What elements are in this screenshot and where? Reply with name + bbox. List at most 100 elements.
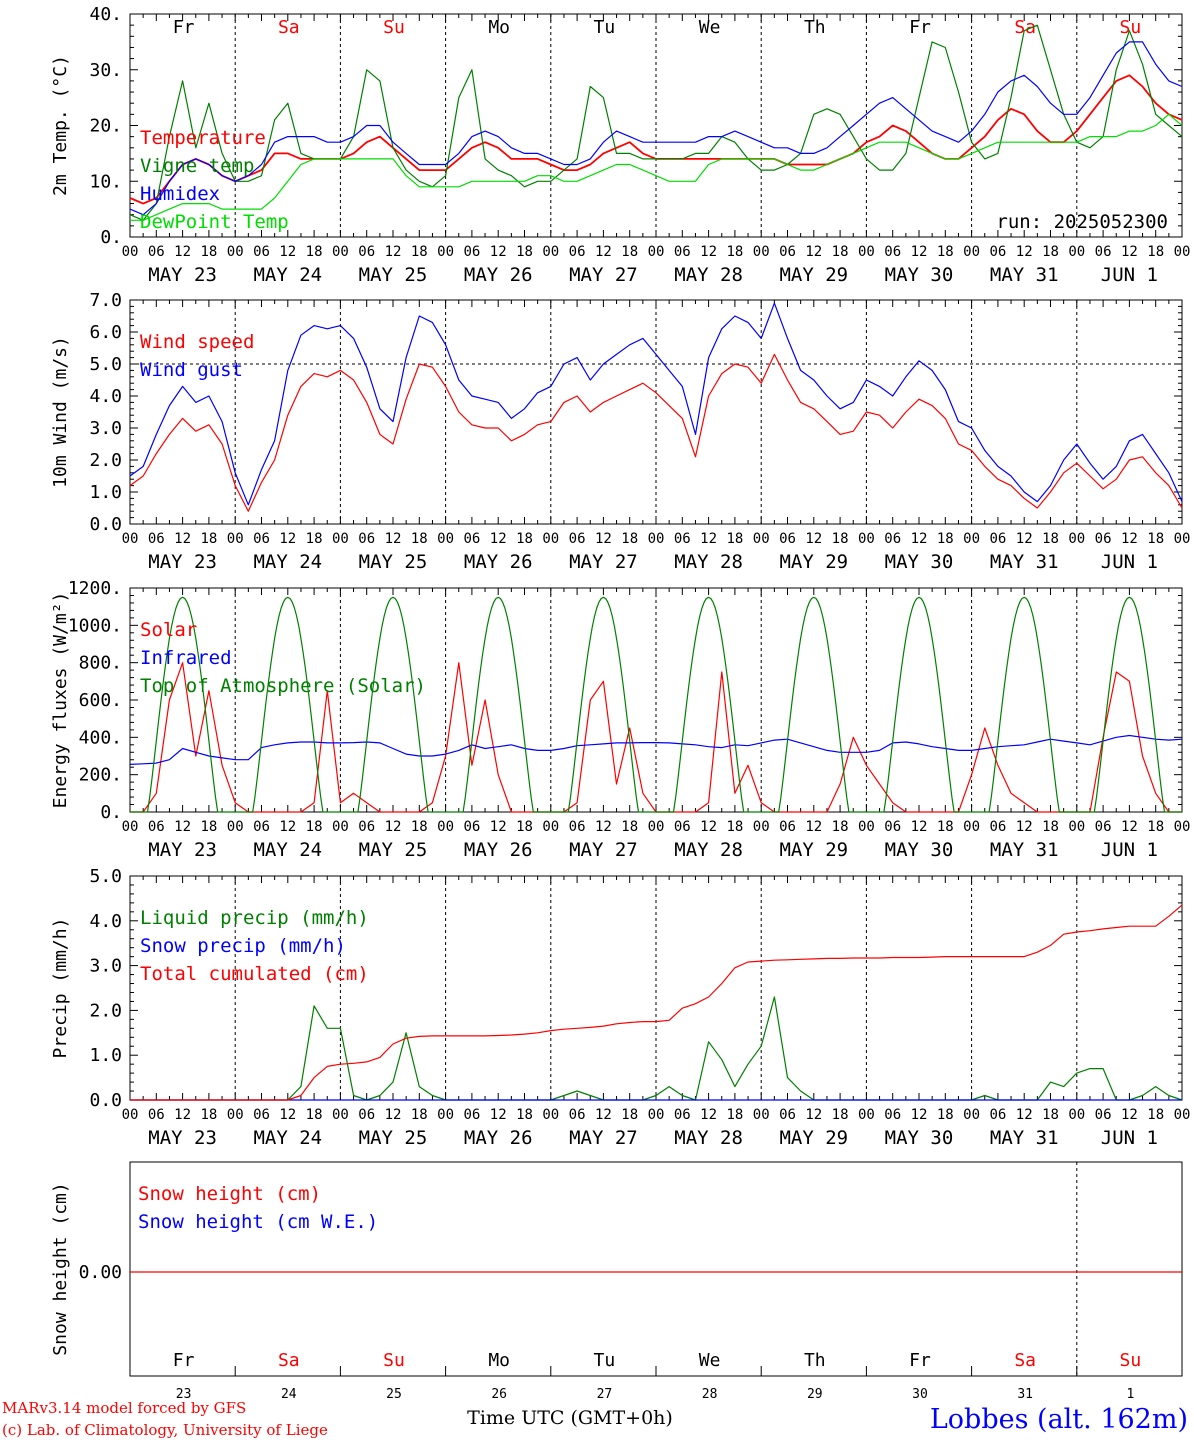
x-hour-label: 06 bbox=[358, 531, 375, 547]
x-hour-label: 00 bbox=[542, 244, 559, 260]
x-hour-label: 18 bbox=[1147, 819, 1164, 835]
x-date-label: MAY 26 bbox=[464, 264, 533, 286]
x-hour-label: 12 bbox=[1016, 819, 1033, 835]
x-hour-label: 18 bbox=[306, 819, 323, 835]
x-hour-label: 18 bbox=[200, 1107, 217, 1123]
x-hour-label: 18 bbox=[832, 531, 849, 547]
x-hour-label: 18 bbox=[726, 1107, 743, 1123]
x-date-label: MAY 30 bbox=[885, 264, 954, 286]
x-hour-label: 00 bbox=[648, 531, 665, 547]
x-hour-label: 18 bbox=[516, 1107, 533, 1123]
x-date-label: MAY 31 bbox=[990, 839, 1059, 861]
x-hour-label: 12 bbox=[385, 819, 402, 835]
x-hour-label: 18 bbox=[937, 1107, 954, 1123]
x-hour-label: 00 bbox=[858, 244, 875, 260]
x-hour-label: 06 bbox=[674, 1107, 691, 1123]
x-hour-label: 06 bbox=[358, 244, 375, 260]
x-hour-label: 12 bbox=[1121, 1107, 1138, 1123]
x-hour-label: 18 bbox=[306, 531, 323, 547]
x-hour-label: 00 bbox=[1068, 244, 1085, 260]
x-hour-label: 18 bbox=[200, 819, 217, 835]
day-number-label: 31 bbox=[1017, 1387, 1033, 1402]
x-date-label: MAY 26 bbox=[464, 551, 533, 573]
x-hour-label: 00 bbox=[227, 244, 244, 260]
x-hour-label: 12 bbox=[805, 1107, 822, 1123]
x-hour-label: 18 bbox=[937, 244, 954, 260]
weekday-label: Fr bbox=[909, 17, 931, 38]
x-hour-label: 06 bbox=[1095, 819, 1112, 835]
x-hour-label: 06 bbox=[463, 1107, 480, 1123]
weekday-label: Th bbox=[804, 17, 826, 38]
x-hour-label: 06 bbox=[148, 244, 165, 260]
x-hour-label: 18 bbox=[621, 819, 638, 835]
x-hour-label: 00 bbox=[332, 819, 349, 835]
x-date-label: MAY 24 bbox=[253, 839, 322, 861]
x-hour-label: 12 bbox=[279, 1107, 296, 1123]
x-hour-label: 12 bbox=[490, 1107, 507, 1123]
y-tick-label: 1200. bbox=[68, 578, 122, 599]
x-date-label: MAY 30 bbox=[885, 839, 954, 861]
model-credit: MARv3.14 model forced by GFS bbox=[2, 1399, 246, 1417]
x-hour-label: 00 bbox=[437, 1107, 454, 1123]
x-date-label: MAY 25 bbox=[359, 551, 428, 573]
x-hour-label: 06 bbox=[358, 819, 375, 835]
x-hour-label: 18 bbox=[411, 244, 428, 260]
y-tick-label: 20. bbox=[89, 116, 122, 137]
y-tick-label: 0. bbox=[100, 227, 122, 248]
x-hour-label: 12 bbox=[595, 819, 612, 835]
x-date-label: JUN 1 bbox=[1101, 839, 1158, 861]
y-axis-label: Precip (mm/h) bbox=[50, 918, 71, 1059]
x-hour-label: 12 bbox=[1121, 244, 1138, 260]
x-date-label: MAY 25 bbox=[359, 839, 428, 861]
x-date-label: MAY 29 bbox=[779, 551, 848, 573]
day-number-label: 29 bbox=[807, 1387, 823, 1402]
x-date-label: MAY 26 bbox=[464, 839, 533, 861]
x-hour-label: 00 bbox=[1068, 531, 1085, 547]
x-hour-label: 06 bbox=[253, 531, 270, 547]
legend-label: Wind speed bbox=[140, 331, 254, 353]
y-tick-label: 1.0 bbox=[89, 482, 122, 503]
weekday-label: Su bbox=[1120, 17, 1142, 38]
x-hour-label: 00 bbox=[437, 244, 454, 260]
y-tick-label: 800. bbox=[79, 653, 122, 674]
x-hour-label: 18 bbox=[726, 819, 743, 835]
y-tick-label: 0.0 bbox=[89, 1090, 122, 1111]
series-line-wind-speed bbox=[129, 353, 1183, 512]
weekday-label: Mo bbox=[488, 1350, 510, 1371]
weekday-label: Sa bbox=[278, 1350, 300, 1371]
x-hour-label: 06 bbox=[989, 1107, 1006, 1123]
series-line-total-cumulated-cm- bbox=[130, 904, 1183, 1101]
day-number-label: 1 bbox=[1126, 1387, 1134, 1402]
lab-credit: (c) Lab. of Climatology, University of L… bbox=[2, 1421, 328, 1439]
x-hour-label: 12 bbox=[700, 819, 717, 835]
weekday-label: Su bbox=[1120, 1350, 1142, 1371]
x-hour-label: 18 bbox=[832, 1107, 849, 1123]
x-hour-label: 12 bbox=[1016, 531, 1033, 547]
y-axis-label: Snow height (cm) bbox=[50, 1182, 71, 1355]
x-hour-label: 00 bbox=[963, 244, 980, 260]
x-hour-label: 00 bbox=[1174, 244, 1191, 260]
y-tick-label: 600. bbox=[79, 690, 122, 711]
x-hour-label: 12 bbox=[595, 244, 612, 260]
x-hour-label: 00 bbox=[963, 819, 980, 835]
weekday-label: We bbox=[699, 1350, 721, 1371]
y-tick-label: 0.0 bbox=[89, 514, 122, 535]
x-hour-label: 06 bbox=[674, 531, 691, 547]
x-hour-label: 12 bbox=[1016, 1107, 1033, 1123]
x-hour-label: 12 bbox=[490, 819, 507, 835]
x-hour-label: 12 bbox=[911, 244, 928, 260]
x-hour-label: 00 bbox=[753, 531, 770, 547]
x-hour-label: 12 bbox=[174, 244, 191, 260]
weekday-label: Fr bbox=[909, 1350, 931, 1371]
x-date-label: JUN 1 bbox=[1101, 264, 1158, 286]
weekday-label: We bbox=[699, 17, 721, 38]
x-date-label: MAY 30 bbox=[885, 551, 954, 573]
y-tick-label: 4.0 bbox=[89, 911, 122, 932]
x-hour-label: 18 bbox=[200, 244, 217, 260]
y-tick-label: 40. bbox=[89, 4, 122, 25]
x-hour-label: 06 bbox=[884, 531, 901, 547]
legend-label: Humidex bbox=[140, 183, 220, 205]
x-hour-label: 18 bbox=[621, 531, 638, 547]
x-hour-label: 00 bbox=[227, 531, 244, 547]
